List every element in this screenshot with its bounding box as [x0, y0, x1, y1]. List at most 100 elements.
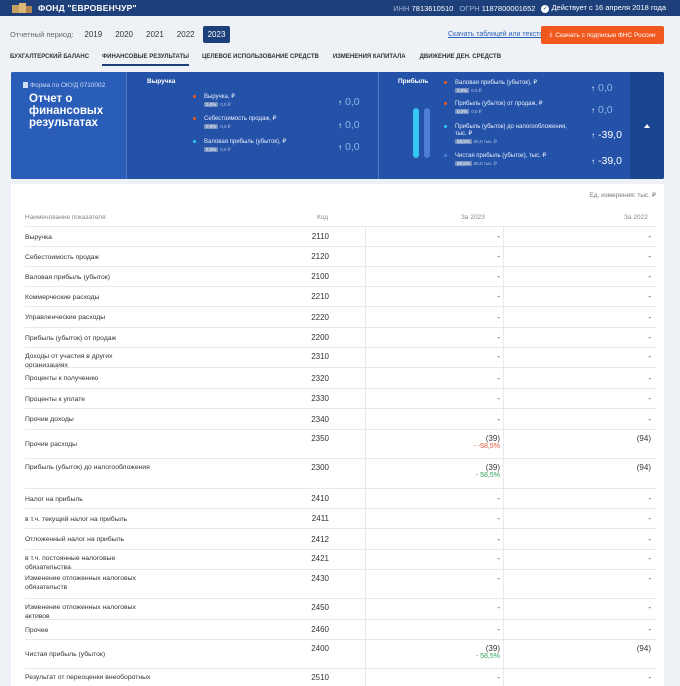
column-divider	[365, 459, 366, 489]
row-value-2023: -	[425, 352, 500, 361]
profit-bar-b	[424, 108, 430, 158]
row-name: Прочие доходы	[25, 416, 74, 423]
table-row: Изменение отложенных налоговых активов 24…	[25, 598, 656, 620]
column-divider	[365, 669, 366, 686]
row-code: 2412	[311, 535, 329, 544]
column-divider	[365, 409, 366, 430]
column-divider	[503, 669, 504, 686]
row-code: 2510	[311, 673, 329, 682]
column-divider	[503, 640, 504, 669]
row-value-2023: -	[425, 313, 500, 322]
row-value-2023-text: -	[497, 415, 500, 424]
metric-profit-sales-value: ↑ 0,0	[591, 104, 613, 116]
table-header: Наименование показателя Код За 2023 За 2…	[25, 210, 656, 226]
row-value-2022: -	[648, 535, 651, 544]
column-divider	[365, 529, 366, 550]
row-value-2023-text: -	[497, 272, 500, 281]
row-value-2023-text: -	[497, 352, 500, 361]
table-row: Прочие доходы 2340 - -	[25, 408, 656, 430]
arrow-up-icon: ↑	[338, 143, 342, 152]
row-value-2023: -	[425, 625, 500, 634]
row-value-2022: -	[648, 603, 651, 612]
profit-section: Прибыль Валовая прибыль (убыток), ₽ 0,0%…	[378, 72, 630, 179]
row-value-2023-text: -	[497, 625, 500, 634]
download-icon: ⤓	[549, 31, 553, 38]
header-2023: За 2023	[461, 214, 485, 221]
row-name: Коммерческие расходы	[25, 294, 100, 301]
row-value-2023: -	[425, 252, 500, 261]
column-divider	[503, 509, 504, 529]
row-name: Прибыль (убыток) до налогообложения	[25, 464, 150, 471]
metric-dot	[444, 102, 447, 105]
column-divider	[365, 389, 366, 409]
collapse-panel-button[interactable]	[630, 72, 664, 179]
row-code: 2410	[311, 494, 329, 503]
row-code: 2400	[311, 644, 329, 653]
metric-revenue-value: ↑ 0,0	[338, 96, 360, 108]
column-divider	[503, 459, 504, 489]
ogrn-label: ОГРН	[459, 3, 480, 13]
table-row: Коммерческие расходы 2210 - -	[25, 286, 656, 307]
report-header: Форма по ОКУД 0710002 Отчет о финансовых…	[11, 72, 126, 179]
metric-dot	[193, 140, 196, 143]
tab-balance[interactable]: Бухгалтерский баланс	[10, 53, 90, 60]
metric-profit-sales: Прибыль (убыток) от продаж, ₽ 0,0% 0,0 ₽	[444, 101, 543, 115]
column-divider	[365, 267, 366, 287]
column-divider	[365, 570, 366, 599]
row-value-2022: -	[648, 292, 651, 301]
row-value-2023: (39) - 58,5%	[425, 463, 500, 479]
row-value-2023: (39) - -58,5%	[425, 434, 500, 450]
row-value-2022: -	[648, 673, 651, 682]
tab-financial-results[interactable]: Финансовые результаты	[102, 54, 189, 66]
table-row: в т.ч. текущий налог на прибыль 2411 - -	[25, 508, 656, 529]
check-icon: ✓	[541, 5, 550, 13]
column-divider	[503, 267, 504, 287]
row-name: Проценты к уплате	[25, 396, 86, 403]
arrow-up-icon: ↑	[591, 157, 595, 166]
document-icon	[23, 82, 28, 88]
column-divider	[365, 509, 366, 529]
row-value-2023-text: -	[497, 574, 500, 583]
year-2023-button[interactable]: 2023	[202, 25, 231, 43]
arrow-up-icon: ↑	[591, 131, 595, 140]
table-row: Валовая прибыль (убыток) 2100 - -	[25, 266, 656, 287]
column-divider	[365, 620, 366, 640]
period-selector: Отчетный период: 2019 2020 2021 2022 202…	[0, 22, 680, 46]
row-value-2022: -	[648, 352, 651, 361]
row-value-2022: -	[648, 494, 651, 503]
download-fns-button[interactable]: ⤓ Скачать с подписью ФНС России	[541, 26, 664, 44]
row-name: Налог на прибыль	[25, 496, 83, 503]
metric-dot	[444, 81, 447, 84]
inn-value[interactable]: 7813610510	[411, 3, 454, 13]
row-name: Прочее	[25, 627, 49, 634]
row-value-2023: -	[425, 673, 500, 682]
row-value-2022: (94)	[636, 434, 651, 443]
column-divider	[503, 287, 504, 307]
row-name: Валовая прибыль (убыток)	[25, 274, 111, 281]
year-2020-button[interactable]: 2020	[115, 29, 133, 39]
metric-net-profit-value: ↑ -39,0	[591, 155, 622, 167]
table-row: Прибыль (убыток) от продаж 2200 - -	[25, 327, 656, 348]
download-table-link[interactable]: Скачать таблицей или текстом	[448, 31, 548, 38]
year-2019-button[interactable]: 2019	[84, 29, 103, 39]
year-2021-button[interactable]: 2021	[146, 29, 164, 39]
column-divider	[503, 409, 504, 430]
column-divider	[365, 368, 366, 389]
report-tabs: Бухгалтерский баланс Финансовые результа…	[0, 50, 680, 66]
tab-capital-changes[interactable]: Изменения капитала	[332, 53, 406, 60]
ogrn-value[interactable]: 1187800001652	[481, 3, 536, 13]
column-divider	[503, 550, 504, 570]
tab-cash-flow[interactable]: Движение ден. средств	[419, 53, 502, 60]
row-code: 2100	[311, 272, 329, 281]
profit-section-title: Прибыль	[398, 78, 429, 85]
tab-target-use[interactable]: Целевое использование средств	[202, 53, 319, 60]
row-value-2023: -	[425, 574, 500, 583]
row-name: Себестоимость продаж	[25, 254, 99, 261]
column-divider	[503, 247, 504, 267]
column-divider	[365, 640, 366, 669]
row-value-2023-text: (39)	[485, 463, 500, 472]
row-value-2022: (94)	[636, 463, 651, 472]
row-value-2022: (94)	[636, 644, 651, 653]
year-2022-button[interactable]: 2022	[176, 29, 195, 39]
table-row: Результат от переоценки внеоборотных 2510…	[25, 668, 656, 686]
